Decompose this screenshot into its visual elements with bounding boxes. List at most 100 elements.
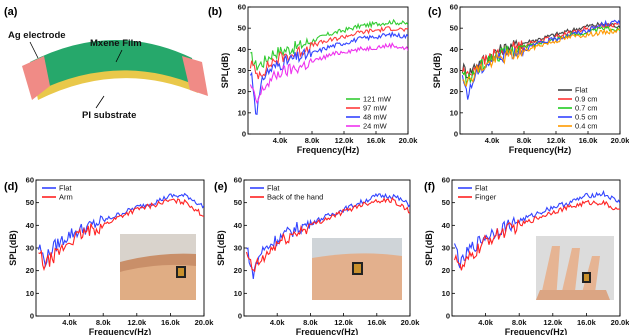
y-axis-title: SPL(dB) <box>432 53 442 89</box>
y-tick-label: 20 <box>234 266 242 275</box>
y-tick-label: 30 <box>238 66 246 75</box>
legend-label: 24 mW <box>363 122 388 131</box>
x-tick-label: 12.0k <box>127 318 147 327</box>
legend-label: Back of the hand <box>267 193 323 202</box>
y-tick-label: 20 <box>238 87 246 96</box>
x-tick-label: 8.0k <box>512 318 527 327</box>
y-tick-label: 40 <box>450 45 458 54</box>
panel-letter-b: (b) <box>208 6 222 18</box>
x-tick-label: 12.0k <box>334 318 354 327</box>
inset-photo-finger <box>536 236 614 300</box>
y-tick-label: 30 <box>26 244 34 253</box>
y-tick-label: 60 <box>234 176 242 185</box>
chart-panel-b: 0 10 20 30 40 50 60 4.0k 8.0k 12.0k 16.0k 20.0k Freq… <box>220 3 418 156</box>
y-axis-title: SPL(dB) <box>424 230 434 266</box>
y-tick-label: 10 <box>450 108 458 117</box>
y-tick-label: 60 <box>26 176 34 185</box>
series-line-back-of-the-hand <box>245 196 410 273</box>
legend-label: Flat <box>59 184 72 193</box>
y-tick-label: 0 <box>446 312 450 321</box>
legend-label: Arm <box>59 193 73 202</box>
y-axis-title: SPL(dB) <box>220 53 230 89</box>
x-tick-label: 20.0k <box>611 318 629 327</box>
inset-photo-arm <box>120 234 196 300</box>
leader-substrate <box>95 95 105 109</box>
y-tick-label: 10 <box>442 289 450 298</box>
y-tick-label: 20 <box>26 266 34 275</box>
legend-label: 48 mW <box>363 113 388 122</box>
series-line-arm <box>38 198 204 272</box>
y-tick-label: 60 <box>442 176 450 185</box>
y-axis-title: SPL(dB) <box>8 230 18 266</box>
panel-letter-d: (d) <box>4 181 18 193</box>
chart-panel-d: 0 10 20 30 40 50 60 4.0k 8.0k 12.0k 16.0k 20.0k Freq… <box>8 176 214 335</box>
y-tick-label: 50 <box>234 198 242 207</box>
y-tick-label: 30 <box>234 244 242 253</box>
chart-panel-f: 0 10 20 30 40 50 60 4.0k 8.0k 12.0k 16.0k 20.0k Freq… <box>424 176 629 335</box>
series-lines <box>453 189 620 271</box>
legend-label: 121 mW <box>363 95 392 104</box>
chart-panel-c: 0 10 20 30 40 50 60 4.0k 8.0k 12.0k 16.0k 20.0k Freq… <box>432 3 629 156</box>
leader-film <box>115 49 123 63</box>
panel-letter-e: (e) <box>214 181 228 193</box>
x-tick-label: 16.0k <box>579 136 599 145</box>
x-axis-title: Frequency(Hz) <box>297 145 360 155</box>
series-line-24-mw <box>249 42 408 105</box>
y-tick-label: 0 <box>30 312 34 321</box>
y-tick-label: 30 <box>442 244 450 253</box>
y-tick-label: 50 <box>442 198 450 207</box>
x-tick-label: 12.0k <box>547 136 567 145</box>
series-line-finger <box>453 199 620 271</box>
x-tick-label: 20.0k <box>401 318 421 327</box>
y-tick-label: 10 <box>26 289 34 298</box>
x-tick-label: 20.0k <box>195 318 215 327</box>
chart-panel-e: 0 10 20 30 40 50 60 4.0k 8.0k 12.0k 16.0k 20.0k Freq… <box>216 176 420 335</box>
y-tick-label: 40 <box>238 45 246 54</box>
panel-letter-c: (c) <box>428 6 442 18</box>
y-tick-label: 0 <box>454 130 458 139</box>
series-line-48-mw <box>249 30 408 116</box>
x-tick-label: 4.0k <box>273 136 288 145</box>
x-tick-label: 8.0k <box>303 318 318 327</box>
x-tick-label: 16.0k <box>367 318 387 327</box>
x-tick-label: 12.0k <box>543 318 563 327</box>
panel-a-device-schematic: (a) Ag electrode Mxene Film PI substrate <box>4 6 208 121</box>
x-axis-title: Frequency(Hz) <box>509 145 572 155</box>
series-line-0-7-cm <box>461 25 620 87</box>
panel-letter-a: (a) <box>4 6 18 18</box>
series-lines <box>37 192 204 272</box>
x-tick-label: 4.0k <box>478 318 493 327</box>
x-tick-label: 8.0k <box>96 318 111 327</box>
y-tick-label: 20 <box>450 87 458 96</box>
y-tick-label: 0 <box>242 130 246 139</box>
legend-label: Finger <box>475 193 497 202</box>
legend-label: 0.4 cm <box>575 122 598 131</box>
leader-electrode <box>29 41 39 59</box>
label-pi-substrate: PI substrate <box>82 110 136 121</box>
label-mxene-film: Mxene Film <box>90 38 142 49</box>
x-tick-label: 4.0k <box>270 318 285 327</box>
legend-label: Flat <box>267 184 280 193</box>
y-tick-label: 50 <box>238 24 246 33</box>
y-tick-label: 50 <box>450 24 458 33</box>
x-tick-label: 16.0k <box>577 318 597 327</box>
series-lines <box>461 19 620 100</box>
y-tick-label: 40 <box>234 221 242 230</box>
y-tick-label: 10 <box>234 289 242 298</box>
x-tick-label: 20.0k <box>611 136 629 145</box>
inset-photo-hand <box>312 238 402 300</box>
y-tick-label: 60 <box>450 3 458 12</box>
x-tick-label: 4.0k <box>62 318 77 327</box>
y-tick-label: 40 <box>442 221 450 230</box>
mxene-film <box>30 39 198 92</box>
legend-label: 97 mW <box>363 104 388 113</box>
x-tick-label: 12.0k <box>335 136 355 145</box>
legend-label: 0.7 cm <box>575 104 598 113</box>
y-tick-label: 20 <box>442 266 450 275</box>
